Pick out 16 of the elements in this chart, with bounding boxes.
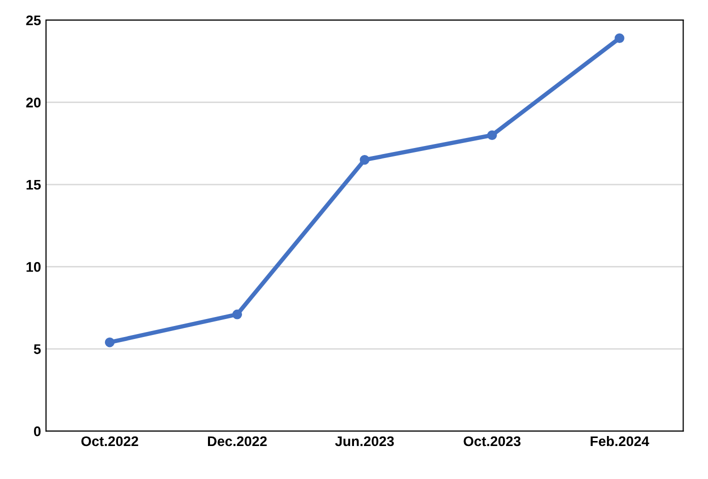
y-tick-label: 0 [34, 426, 41, 436]
point [487, 130, 497, 140]
y-tick-label: 10 [26, 262, 41, 272]
y-tick-label: 15 [26, 180, 41, 190]
y-tick-label: 25 [26, 15, 41, 26]
x-tick-label: Feb.2024 [590, 436, 650, 446]
point [360, 154, 370, 165]
x-tick-label: Jun.2023 [335, 436, 394, 446]
y-tick-label: 5 [34, 344, 41, 354]
x-tick-label: Dec.2022 [208, 436, 267, 446]
x-tick-label: Oct.2022 [81, 436, 138, 446]
y-tick-label: 20 [26, 98, 41, 108]
point [104, 337, 115, 348]
point [232, 310, 242, 320]
x-tick-label: Oct.2023 [464, 436, 521, 446]
point [614, 33, 624, 44]
